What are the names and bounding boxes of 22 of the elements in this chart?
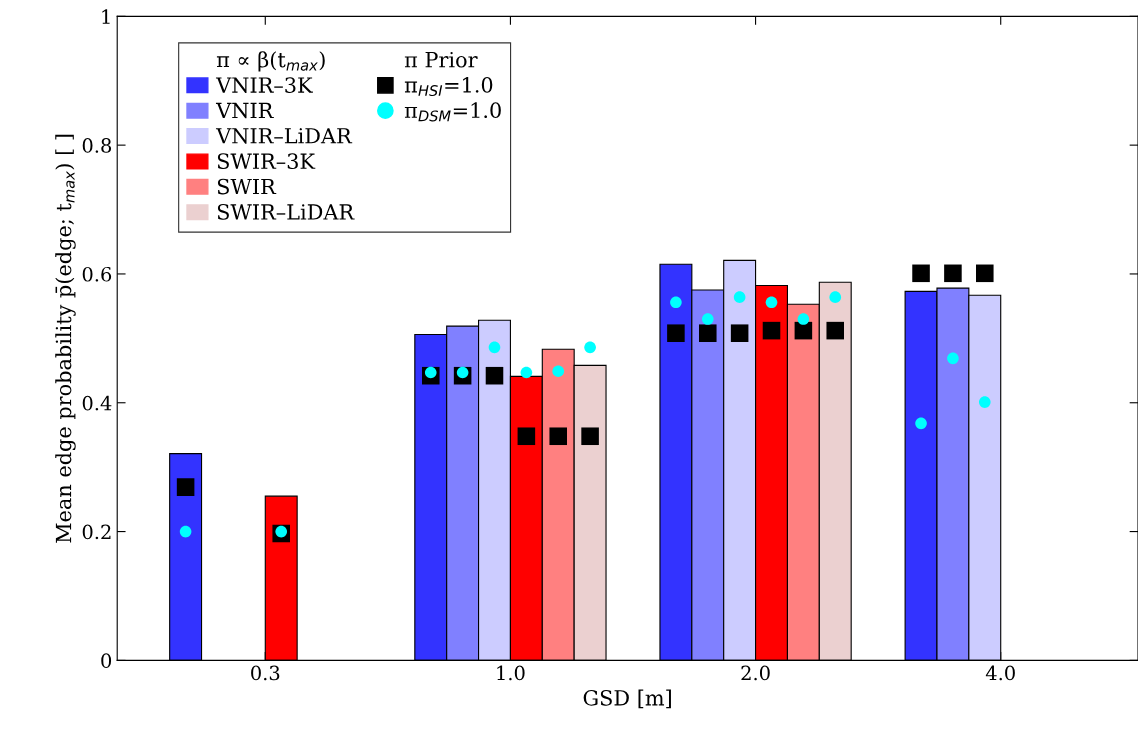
x-tick-label: 4.0 xyxy=(985,665,1015,681)
x-tick-label: 0.3 xyxy=(251,665,280,681)
legend-label: VNIR xyxy=(215,102,274,119)
y-tick-label: 0.4 xyxy=(82,395,112,411)
y-tick-label: 0.8 xyxy=(82,138,112,153)
legend-label: VNIR–3K xyxy=(215,77,313,93)
x-tick-label: 2.0 xyxy=(741,665,770,681)
text: π ∝ β(t$_{max}$) xyxy=(216,51,325,72)
y-tick-label: 0.2 xyxy=(82,524,111,540)
y-axis-title: Mean edge probability p̄(edge; t$_{max}$) [ ] xyxy=(55,134,76,543)
x-tick-label: 1.0 xyxy=(497,665,525,681)
y-tick-label: 1 xyxy=(102,9,110,24)
legend-label: π$_{HSI}$=1.0 xyxy=(404,76,493,97)
legend-label: SWIR–3K xyxy=(217,153,316,170)
legend-label: SWIR xyxy=(217,178,277,195)
legend-label: π$_{DSM}$=1.0 xyxy=(404,102,501,122)
y-tick-label: 0.6 xyxy=(82,266,112,282)
text: π Prior xyxy=(404,51,478,68)
legend-label: SWIR–LiDAR xyxy=(217,204,355,220)
x-axis-title: GSD [m] xyxy=(583,689,671,709)
legend-label: VNIR–LiDAR xyxy=(215,128,353,144)
y-tick-label: 0 xyxy=(101,653,112,669)
